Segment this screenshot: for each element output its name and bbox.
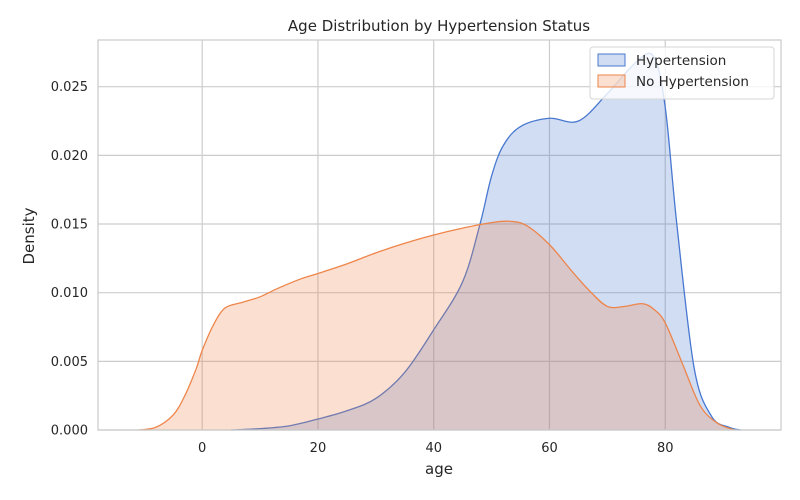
plot-border — [97, 39, 782, 431]
y-axis-label: Density — [20, 207, 38, 264]
x-tick-label: 60 — [541, 441, 558, 456]
x-tick-label: 20 — [310, 441, 327, 456]
legend-swatch — [597, 53, 626, 67]
y-axis-ticks: 0.000 0.005 0.010 0.015 0.020 0.025 — [51, 80, 88, 438]
x-tick-label: 40 — [425, 441, 442, 456]
legend-label: No Hypertension — [636, 74, 749, 90]
legend: Hypertension No Hypertension — [589, 46, 775, 100]
plot-frame — [97, 39, 782, 431]
legend-swatch — [597, 74, 626, 88]
series-area-no-hypertension — [138, 221, 735, 430]
series-line-no-hypertension — [138, 220, 735, 431]
y-tick-label: 0.020 — [51, 149, 88, 164]
x-axis-ticks: 0 20 40 60 80 — [198, 441, 673, 456]
series-area-hypertension — [231, 53, 741, 430]
y-tick-label: 0.025 — [51, 80, 88, 95]
chart-title: Age Distribution by Hypertension Status — [288, 17, 590, 35]
series-areas — [138, 52, 741, 431]
y-tick-label: 0.000 — [51, 424, 88, 439]
series-line-hypertension — [231, 52, 741, 431]
x-tick-label: 80 — [657, 441, 674, 456]
y-tick-label: 0.010 — [51, 286, 88, 301]
y-tick-label: 0.005 — [51, 355, 88, 370]
legend-label: Hypertension — [636, 53, 726, 69]
y-tick-label: 0.015 — [51, 218, 88, 233]
plot-background — [98, 40, 781, 430]
x-axis-label: age — [425, 460, 453, 478]
legend-box — [589, 46, 775, 100]
x-tick-label: 0 — [198, 441, 206, 456]
